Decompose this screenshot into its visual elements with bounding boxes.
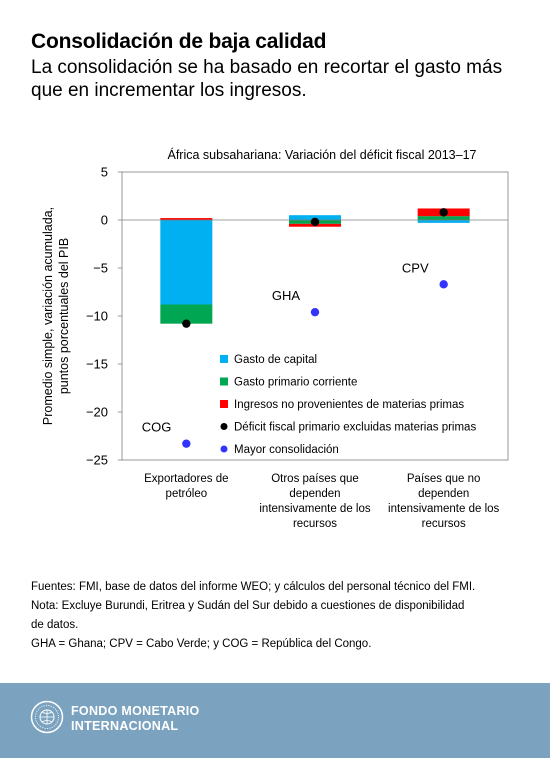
category-label: intensivamente de los: [259, 503, 370, 515]
category-label: Otros países que: [271, 473, 359, 485]
legend-swatch-gasto-primario-corriente: [220, 377, 228, 386]
y-tick-label: −5: [93, 261, 108, 276]
category-label: intensivamente de los: [388, 503, 499, 515]
y-axis-label-line: Promedio simple, variación acumulada,: [41, 207, 55, 425]
y-tick-label: −25: [86, 453, 108, 468]
exclusion-note-line2: de datos.: [31, 619, 79, 631]
chart: África subsahariana: Variación del défic…: [41, 147, 509, 530]
marker-mayor-consolidacion: [310, 307, 320, 317]
legend: Gasto de capital Gasto primario corriente…: [220, 354, 476, 456]
y-axis-label-line: puntos porcentuales del PIB: [57, 238, 71, 394]
bar-gasto-de-capital: [289, 215, 341, 220]
sources-note: Fuentes: FMI, base de datos del informe …: [31, 581, 476, 593]
category-label: dependen: [418, 488, 469, 500]
y-axis-ticks: 5 0 −5 −10 −15 −20 −25: [86, 165, 122, 468]
legend-label: Déficit fiscal primario excluidas materi…: [234, 422, 476, 434]
footer: FONDO MONETARIO INTERNACIONAL: [0, 683, 550, 758]
bar-gasto-primario-corriente: [160, 304, 213, 324]
category-label: recursos: [422, 518, 466, 530]
legend-label: Gasto primario corriente: [234, 377, 357, 389]
org-name-line2: INTERNACIONAL: [71, 719, 179, 733]
category-label: Países que no: [407, 473, 481, 485]
org-name: FONDO MONETARIO INTERNACIONAL: [71, 704, 200, 734]
legend-swatch-ingresos-no-provenientes-de-materias-primas: [220, 400, 228, 408]
bar-ingresos-no-provenientes-de-materias-primas: [160, 218, 213, 220]
legend-swatch-gasto-de-capital: [220, 355, 228, 363]
bar-gasto-de-capital: [160, 220, 213, 305]
y-axis-label: Promedio simple, variación acumulada, pun…: [41, 207, 71, 425]
y-tick-label: −15: [86, 357, 108, 372]
data-label: GHA: [272, 288, 301, 303]
legend-swatch-deficit-fiscal-primario-excluidas-materias-primas: [220, 423, 228, 430]
bar-gasto-primario-corriente: [417, 216, 470, 220]
data-label: COG: [142, 420, 172, 435]
plot-area-border: [121, 171, 509, 461]
category-label: petróleo: [166, 488, 208, 500]
bar-gasto-de-capital: [417, 220, 470, 223]
marker-mayor-consolidacion: [182, 439, 191, 448]
y-tick-label: 5: [101, 165, 108, 180]
imf-seal-icon: [30, 700, 64, 734]
y-tick-label: 0: [101, 213, 108, 228]
marker-deficit-fiscal-primario-excluidas-materias-primas: [439, 208, 448, 217]
chart-title: África subsahariana: Variación del défic…: [168, 147, 477, 162]
legend-label: Ingresos no provenientes de materias pri…: [234, 399, 464, 411]
page-title: Consolidación de baja calidad: [31, 30, 327, 53]
category-label: dependen: [289, 488, 340, 500]
org-name-line1: FONDO MONETARIO: [71, 704, 200, 718]
exclusion-note-line1: Nota: Excluye Burundi, Eritrea y Sudán d…: [31, 600, 465, 612]
legend-label: Gasto de capital: [234, 354, 317, 366]
legend-label: Mayor consolidación: [234, 444, 339, 456]
abbreviations-note: GHA = Ghana; CPV = Cabo Verde; y COG = R…: [31, 638, 372, 650]
marker-mayor-consolidacion: [439, 280, 448, 289]
legend-swatch-mayor-consolidacion: [220, 445, 228, 453]
category-label: recursos: [293, 518, 337, 530]
y-tick-label: −10: [86, 309, 108, 324]
marker-deficit-fiscal-primario-excluidas-materias-primas: [182, 319, 191, 328]
category-labels: Exportadores de petróleo Otros países que d…: [144, 473, 499, 530]
notes: Fuentes: FMI, base de datos del informe …: [31, 578, 526, 654]
markers: COG GHA CPV: [142, 208, 448, 448]
y-tick-label: −20: [86, 405, 108, 420]
data-label: CPV: [402, 260, 429, 275]
marker-deficit-fiscal-primario-excluidas-materias-primas: [310, 217, 320, 227]
page-subtitle: La consolidación se ha basado en recorta…: [31, 57, 503, 101]
category-label: Exportadores de: [144, 473, 228, 485]
